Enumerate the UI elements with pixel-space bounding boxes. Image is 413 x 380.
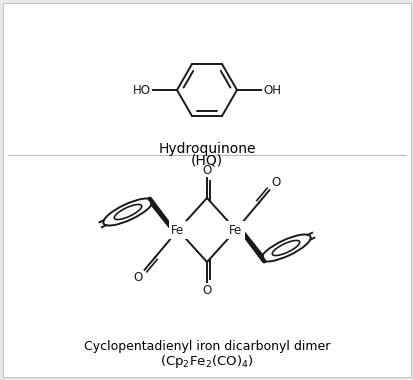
Text: Hydroquinone: Hydroquinone [158, 142, 255, 156]
Text: Fe: Fe [229, 223, 242, 236]
Text: O: O [202, 283, 211, 296]
Text: Fe: Fe [171, 223, 184, 236]
Text: Cyclopentadienyl iron dicarbonyl dimer: Cyclopentadienyl iron dicarbonyl dimer [83, 340, 330, 353]
Text: O: O [271, 176, 280, 189]
Text: OH: OH [262, 84, 280, 97]
Text: (Cp$_2$Fe$_2$(CO)$_4$): (Cp$_2$Fe$_2$(CO)$_4$) [160, 353, 253, 370]
Text: HO: HO [133, 84, 151, 97]
Text: O: O [202, 163, 211, 176]
Text: O: O [133, 271, 142, 284]
Text: (HQ): (HQ) [190, 154, 223, 168]
